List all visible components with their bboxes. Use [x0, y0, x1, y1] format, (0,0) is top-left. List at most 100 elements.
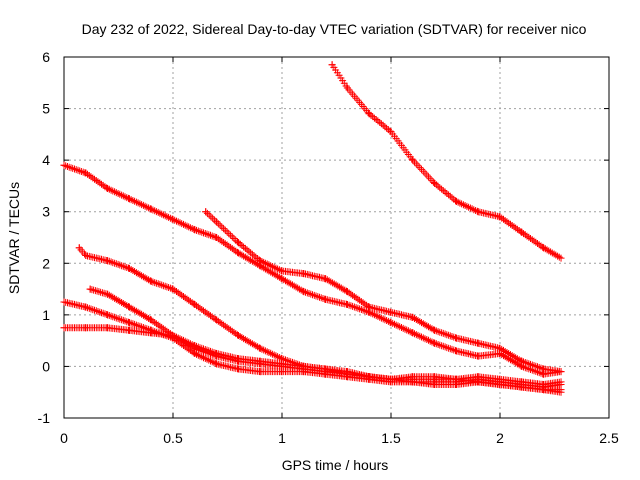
data-point [256, 344, 264, 352]
x-tick-label: 2 [496, 430, 504, 446]
data-point [365, 373, 373, 381]
x-axis-label: GPS time / hours [282, 457, 389, 473]
data-point [191, 301, 199, 309]
data-point [474, 208, 482, 216]
data-point [278, 360, 286, 368]
data-point [452, 334, 460, 342]
data-point [431, 326, 439, 334]
data-point [322, 275, 330, 283]
data-point [431, 179, 439, 187]
data-point [104, 290, 112, 298]
data-point [82, 252, 90, 260]
data-point [431, 380, 439, 388]
x-tick-label: 2.5 [599, 430, 619, 446]
data-point [125, 319, 133, 327]
data-point [557, 388, 565, 396]
y-tick-label: 2 [42, 255, 50, 271]
data-point [104, 324, 112, 332]
data-point [234, 331, 242, 339]
data-point [169, 285, 177, 293]
data-point [557, 254, 565, 262]
data-point [213, 360, 221, 368]
data-point [409, 329, 417, 337]
data-point [104, 257, 112, 265]
data-point [169, 215, 177, 223]
y-tick-label: 1 [42, 307, 50, 323]
data-point [343, 84, 351, 92]
data-point [387, 375, 395, 383]
data-point [474, 352, 482, 360]
data-point [387, 308, 395, 316]
data-point [169, 331, 177, 339]
data-point [557, 368, 565, 376]
y-tick-label: 6 [42, 49, 50, 65]
data-point [328, 61, 336, 69]
data-point [557, 378, 565, 386]
data-points [60, 61, 565, 396]
data-point [452, 375, 460, 383]
series-sat-c [202, 208, 565, 376]
data-point [104, 185, 112, 193]
data-point [104, 311, 112, 319]
data-point [60, 298, 68, 306]
data-point [82, 324, 90, 332]
data-point [278, 368, 286, 376]
chart-title: Day 232 of 2022, Sidereal Day-to-day VTE… [82, 21, 587, 37]
data-point [474, 378, 482, 386]
data-point [86, 285, 94, 293]
data-point [147, 316, 155, 324]
x-tick-label: 0 [60, 430, 68, 446]
data-point [202, 208, 210, 216]
data-point [343, 288, 351, 296]
data-point [365, 303, 373, 311]
data-point [147, 205, 155, 213]
data-point [365, 110, 373, 118]
data-point [125, 195, 133, 203]
data-point [496, 344, 504, 352]
data-point [540, 244, 548, 252]
data-point [322, 365, 330, 373]
data-point [125, 303, 133, 311]
data-point [452, 347, 460, 355]
data-point [343, 301, 351, 309]
data-point [191, 226, 199, 234]
data-point [82, 303, 90, 311]
data-point [82, 169, 90, 177]
plot-frame [63, 56, 610, 419]
data-point [75, 244, 83, 252]
data-point [409, 156, 417, 164]
data-point [256, 368, 264, 376]
data-point [474, 339, 482, 347]
data-point [234, 365, 242, 373]
data-point [278, 267, 286, 275]
y-tick-label: -1 [38, 410, 51, 426]
data-point [431, 373, 439, 381]
axis-ticks: 0 0.5 1 1.5 2 2.5 -1 0 1 2 3 4 5 6 [38, 49, 619, 446]
data-point [518, 228, 526, 236]
y-tick-label: 4 [42, 152, 50, 168]
x-tick-label: 1 [278, 430, 286, 446]
data-point [518, 383, 526, 391]
data-point [343, 370, 351, 378]
data-point [191, 342, 199, 350]
data-point [496, 380, 504, 388]
y-axis-label: SDTVAR / TECUs [6, 182, 22, 294]
data-point [300, 362, 308, 370]
data-point [409, 373, 417, 381]
data-point [125, 264, 133, 272]
data-point [213, 350, 221, 358]
data-point [147, 277, 155, 285]
data-point [191, 350, 199, 358]
data-point [213, 234, 221, 241]
data-point [234, 239, 242, 247]
data-point [496, 213, 504, 221]
data-point [60, 161, 68, 169]
data-point [234, 355, 242, 363]
data-point [256, 257, 264, 265]
y-tick-label: 5 [42, 101, 50, 117]
x-tick-label: 1.5 [381, 430, 401, 446]
data-point [213, 316, 221, 324]
data-point [300, 288, 308, 296]
